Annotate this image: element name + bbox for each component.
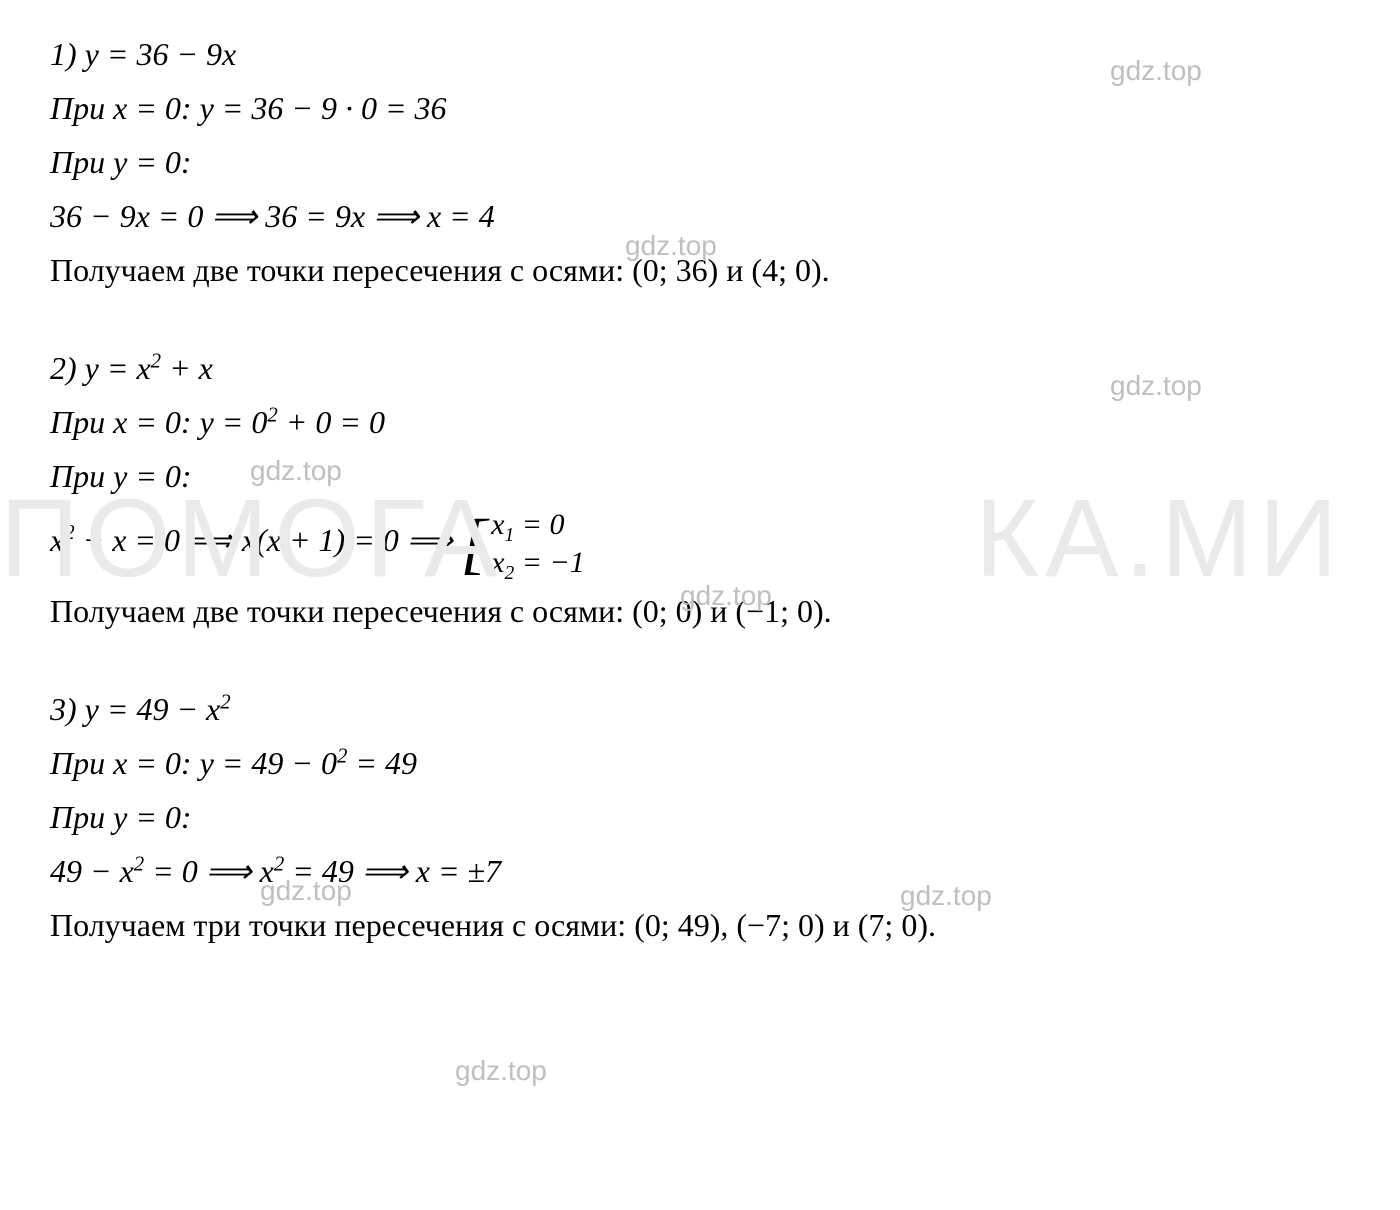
p1-line2-text: При x = 0: y = 36 − 9 · 0 = 36: [50, 90, 447, 126]
p3-line4: 49 − x2 = 0 ⟹ x2 = 49 ⟹ x = ±7: [50, 847, 1350, 895]
p3-line3: При y = 0:: [50, 793, 1350, 841]
p3-l2-a: При x = 0: y = 49 − 0: [50, 745, 337, 781]
problem-1: 1) y = 36 − 9x При x = 0: y = 36 − 9 · 0…: [50, 30, 1350, 294]
p2-line3: При y = 0:: [50, 452, 1350, 500]
p3-l1-a: 3) y = 49 − x: [50, 691, 220, 727]
p2-line2: При x = 0: y = 02 + 0 = 0: [50, 398, 1350, 446]
p2-stack-bot: x2 = −1: [491, 544, 585, 582]
p3-l4-b: = 0 ⟹ x: [144, 853, 274, 889]
open-bracket-icon: [: [461, 523, 487, 564]
p1-line2: При x = 0: y = 36 − 9 · 0 = 36: [50, 84, 1350, 132]
p3-line1: 3) y = 49 − x2: [50, 685, 1350, 733]
p2-stack-top-b: = 0: [514, 508, 564, 541]
p2-l1-a: 2) y = x: [50, 350, 151, 386]
p1-line3-text: При y = 0:: [50, 144, 192, 180]
p2-l1-b: + x: [161, 350, 213, 386]
p2-line4: x2 + x = 0 ⟹ x(x + 1) = 0 ⟹ [ x1 = 0 x2 …: [50, 506, 1350, 581]
p2-stack-bot-b: = −1: [514, 546, 585, 579]
watermark-small-8: gdz.top: [455, 1055, 547, 1087]
p2-stack-top-a: x: [491, 508, 504, 541]
p1-line4: 36 − 9x = 0 ⟹ 36 = 9x ⟹ x = 4: [50, 192, 1350, 240]
p3-line5: Получаем три точки пересечения с осями: …: [50, 901, 1350, 949]
p2-stack-top: x1 = 0: [491, 506, 585, 544]
p2-line1: 2) y = x2 + x: [50, 344, 1350, 392]
p1-line1: 1) y = 36 − 9x: [50, 30, 1350, 78]
p2-stack-bot-a: x: [491, 546, 504, 579]
p2-l2-a: При x = 0: y = 0: [50, 404, 267, 440]
p3-line2: При x = 0: y = 49 − 02 = 49: [50, 739, 1350, 787]
p1-line5: Получаем две точки пересечения с осями: …: [50, 246, 1350, 294]
problem-2: 2) y = x2 + x При x = 0: y = 02 + 0 = 0 …: [50, 344, 1350, 635]
p2-bracket-group: [ x1 = 0 x2 = −1: [461, 506, 585, 581]
p2-bracket-stack: x1 = 0 x2 = −1: [491, 506, 585, 581]
p3-l4-a: 49 − x: [50, 853, 134, 889]
p2-l4-a: x: [50, 522, 64, 558]
problem-3: 3) y = 49 − x2 При x = 0: y = 49 − 02 = …: [50, 685, 1350, 949]
p2-l4-b: + x = 0 ⟹ x(x + 1) = 0 ⟹: [75, 522, 461, 558]
p2-l2-b: + 0 = 0: [278, 404, 385, 440]
p2-line5: Получаем две точки пересечения с осями: …: [50, 587, 1350, 635]
p1-line3: При y = 0:: [50, 138, 1350, 186]
p3-l4-c: = 49 ⟹ x = ±7: [284, 853, 501, 889]
document-body: 1) y = 36 − 9x При x = 0: y = 36 − 9 · 0…: [0, 0, 1400, 1029]
p3-l2-b: = 49: [347, 745, 417, 781]
